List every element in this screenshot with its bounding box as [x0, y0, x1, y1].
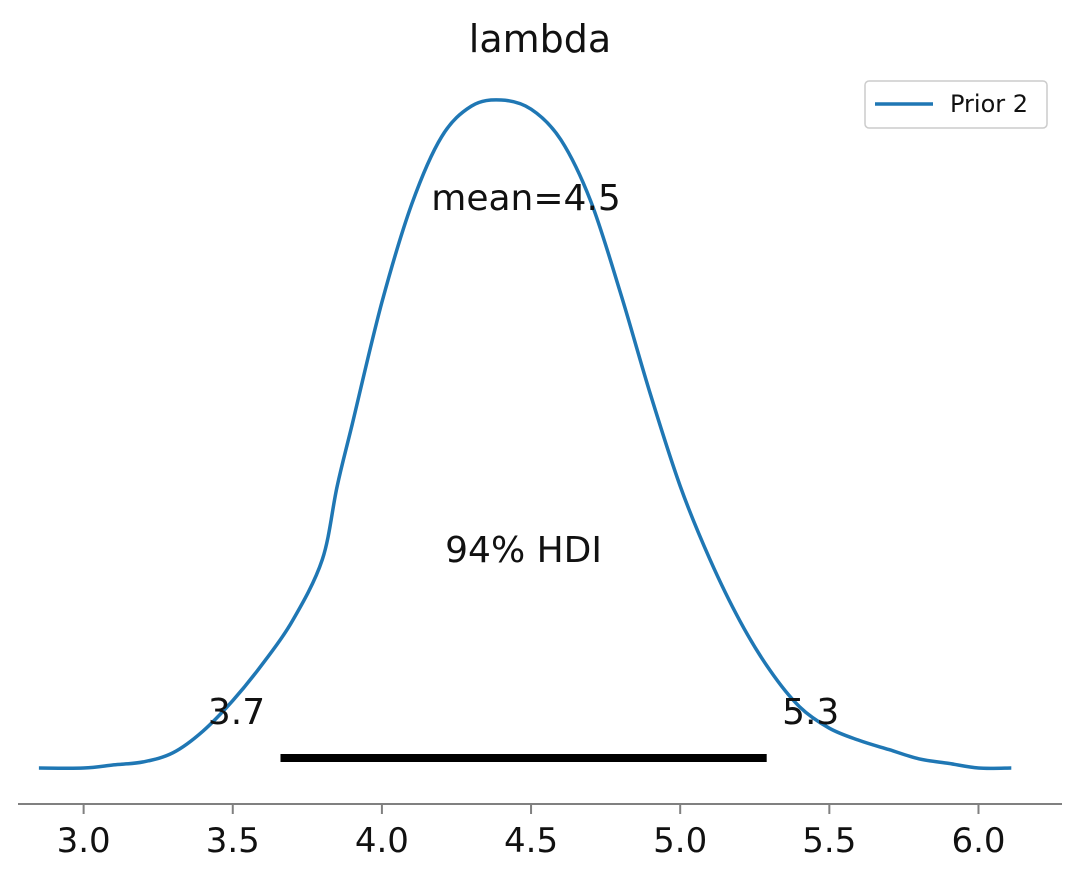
legend: Prior 2 [864, 80, 1048, 129]
x-axis-ticks: 3.0 3.5 4.0 4.5 5.0 5.5 6.0 [57, 804, 1006, 861]
x-tick-label: 3.0 [57, 821, 111, 861]
hdi-low-label: 3.7 [208, 692, 265, 733]
legend-label: Prior 2 [950, 90, 1028, 118]
chart-title: lambda [469, 17, 611, 61]
hdi-label: 94% HDI [445, 530, 602, 571]
x-tick-label: 5.0 [653, 821, 707, 861]
x-tick-label: 6.0 [951, 821, 1005, 861]
x-tick-label: 4.5 [504, 821, 558, 861]
mean-label: mean=4.5 [431, 178, 621, 219]
density-curve [38, 98, 1012, 771]
x-tick-label: 5.5 [802, 821, 856, 861]
density-layer [38, 98, 1012, 771]
legend-frame [864, 80, 1048, 129]
x-tick-label: 3.5 [206, 821, 260, 861]
x-tick-label: 4.0 [355, 821, 409, 861]
hdi-high-label: 5.3 [782, 692, 839, 733]
